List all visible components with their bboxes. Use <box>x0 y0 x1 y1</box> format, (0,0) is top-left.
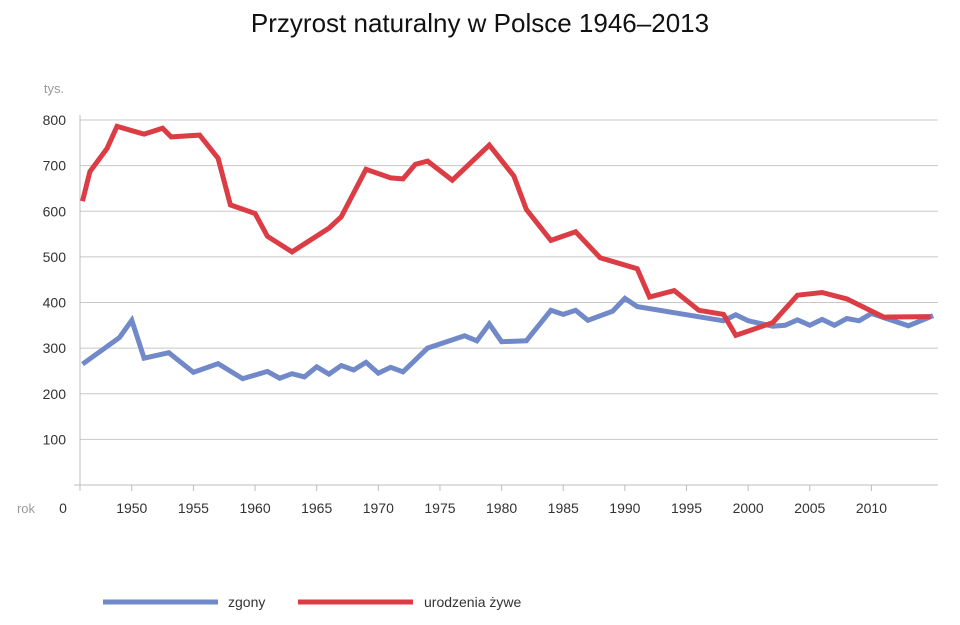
y-tick-label: 100 <box>43 431 67 447</box>
legend-label: zgony <box>228 594 265 610</box>
legend: zgony urodzenia żywe <box>103 594 521 610</box>
legend-label: urodzenia żywe <box>424 594 521 610</box>
x-tick-label: 2000 <box>733 500 764 516</box>
y-tick-label: 300 <box>43 340 67 356</box>
y-tick-label: 200 <box>43 386 67 402</box>
x-tick-label: 1985 <box>548 500 579 516</box>
y-tick-label: 600 <box>43 203 67 219</box>
y-tick-label: 400 <box>43 295 67 311</box>
x-tick-label: 1970 <box>363 500 394 516</box>
x-tick-label: 1990 <box>609 500 640 516</box>
grid-lines <box>80 119 938 440</box>
axes <box>74 115 938 491</box>
x-tick-label: 1995 <box>671 500 702 516</box>
series-line-zgony <box>81 295 935 382</box>
x-tick-label: 1965 <box>301 500 332 516</box>
y-tick-label: 500 <box>43 249 67 265</box>
x-axis-label: rok <box>17 501 36 516</box>
chart-title: Przyrost naturalny w Polsce 1946–2013 <box>250 8 710 38</box>
x-tick-label: 1960 <box>239 500 270 516</box>
x-tick-label: 2010 <box>856 500 887 516</box>
x-tick-label: 1975 <box>424 500 455 516</box>
x-tick-label: 2005 <box>794 500 825 516</box>
x-tick-label: 1980 <box>486 500 517 516</box>
series-lines <box>80 123 935 382</box>
y-tick-label: 800 <box>43 112 67 128</box>
x-tick-label: 1950 <box>116 500 147 516</box>
x-axis-origin-label: 0 <box>59 500 67 516</box>
y-axis-unit-label: tys. <box>44 81 64 96</box>
series-line-urodzenia <box>80 123 931 339</box>
tick-labels: 100 200 300 400 500 600 700 800 1950 1955 1960 1965… <box>43 112 888 516</box>
x-tick-label: 1955 <box>178 500 209 516</box>
y-tick-label: 700 <box>43 158 67 174</box>
